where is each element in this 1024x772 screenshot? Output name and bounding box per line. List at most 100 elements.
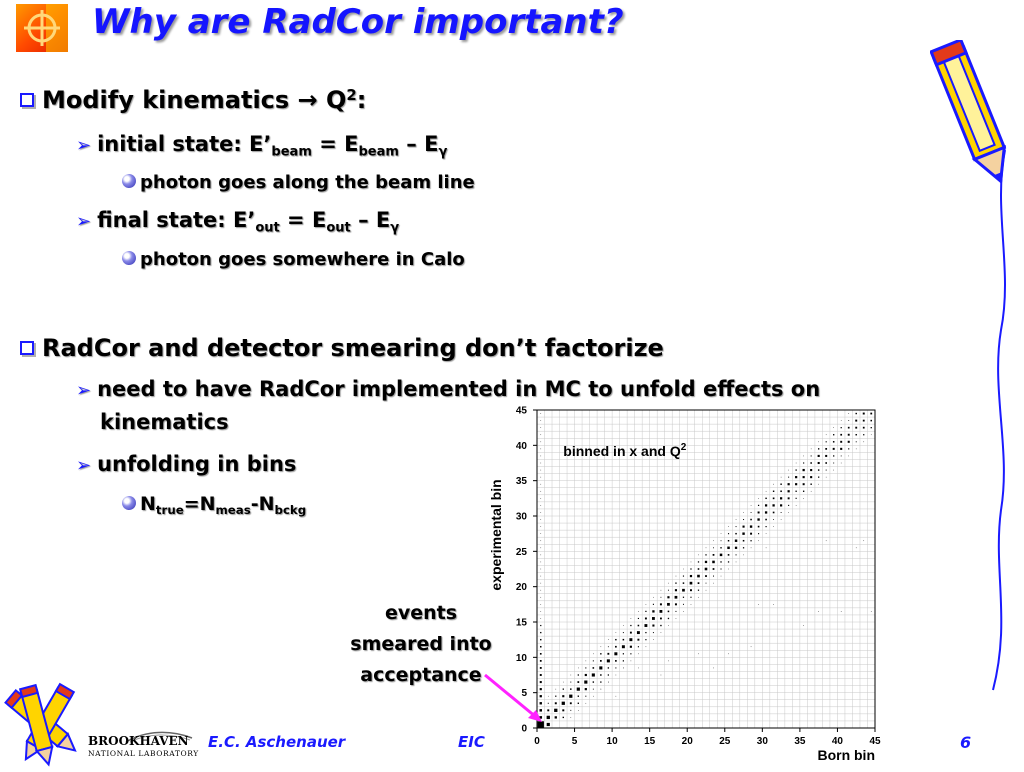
scatter-box	[735, 554, 737, 556]
scatter-box	[825, 469, 827, 471]
scatter-box	[810, 462, 812, 464]
scatter-box	[825, 434, 827, 436]
scatter-box	[833, 427, 834, 428]
scatter-box	[539, 674, 542, 676]
scatter-box	[855, 419, 858, 422]
scatter-box	[539, 681, 542, 684]
scatter-box	[540, 582, 542, 584]
scatter-box	[652, 603, 654, 605]
y-tick-label: 25	[516, 547, 528, 558]
chart-frame	[536, 409, 876, 729]
scatter-box	[584, 688, 587, 691]
scatter-box	[810, 448, 812, 450]
footer-author: E.C. Aschenauer	[208, 733, 346, 751]
scatter-box	[668, 625, 669, 626]
scatter-box	[855, 448, 857, 450]
scatter-box	[537, 721, 544, 728]
swirl-bullet-icon	[122, 174, 136, 188]
scatter-box	[855, 434, 857, 436]
scatter-box	[539, 667, 542, 669]
scatter-box	[675, 618, 677, 619]
scatter-box	[728, 526, 729, 527]
x-tick-label: 40	[832, 736, 844, 747]
scatter-box	[727, 546, 730, 550]
scatter-box	[765, 518, 767, 521]
scatter-box	[765, 547, 767, 549]
scatter-box	[660, 596, 662, 598]
scatter-box	[599, 660, 602, 662]
scatter-box	[683, 568, 684, 570]
scatter-box	[637, 638, 640, 641]
scatter-box	[629, 638, 633, 642]
scatter-box	[622, 660, 624, 662]
scatter-box	[817, 461, 820, 465]
scatter-box	[847, 440, 850, 443]
scatter-box	[607, 667, 610, 669]
bullet-photon-beam-line: photon goes along the beam line	[122, 172, 475, 193]
scatter-box	[660, 589, 662, 591]
scatter-box	[697, 589, 700, 591]
x-tick-label: 35	[794, 736, 806, 747]
scatter-box	[734, 546, 738, 549]
scatter-box	[540, 611, 542, 612]
scatter-box	[803, 498, 804, 499]
scatter-box	[735, 561, 737, 563]
scatter-box	[757, 525, 760, 528]
scatter-box	[758, 498, 759, 499]
scatter-box	[848, 413, 850, 414]
scatter-box	[697, 561, 700, 563]
scatter-box	[585, 667, 587, 669]
scatter-box	[622, 653, 624, 655]
scatter-box	[795, 505, 797, 506]
scatter-box	[833, 462, 835, 464]
scatter-box	[540, 519, 542, 520]
page-number: 6	[960, 733, 972, 752]
scatter-box	[606, 659, 610, 663]
scatter-box	[644, 617, 647, 620]
scatter-box	[659, 610, 663, 613]
scatter-box	[592, 681, 595, 683]
scatter-box	[667, 617, 670, 620]
scatter-box	[554, 702, 557, 705]
scatter-box	[720, 547, 722, 549]
scatter-box	[727, 533, 730, 535]
scatter-box	[750, 646, 752, 648]
scatter-box	[540, 462, 542, 464]
scatter-box	[712, 568, 715, 570]
x-tick-label: 25	[719, 736, 731, 747]
scatter-box	[682, 596, 685, 598]
scatter-box	[870, 419, 873, 422]
scatter-box	[780, 490, 782, 493]
chart-annotation: binned in x and Q2	[563, 442, 686, 459]
scatter-box	[743, 512, 744, 513]
bullet-initial-state: ➢ initial state: E’beam = Ebeam – Eγ	[76, 132, 448, 160]
scatter-box	[637, 624, 640, 627]
scatter-box	[742, 532, 745, 535]
scatter-box	[540, 512, 542, 513]
scatter-box	[585, 660, 587, 662]
scatter-box	[765, 526, 767, 528]
arrow-bullet-icon: ➢	[76, 135, 92, 156]
scatter-box	[757, 504, 760, 507]
scatter-box	[660, 624, 662, 627]
scatter-box	[577, 681, 580, 683]
scatter-box	[546, 722, 550, 727]
scatter-box	[682, 582, 685, 584]
scatter-box	[795, 490, 797, 492]
scatter-box	[735, 532, 737, 535]
scatter-box	[555, 695, 557, 697]
scatter-box	[570, 674, 572, 676]
scatter-box	[615, 660, 617, 662]
scatter-box	[855, 412, 857, 415]
scatter-box	[810, 455, 812, 457]
brookhaven-name: BROOKHAVEN	[88, 734, 189, 748]
scatter-box	[713, 582, 714, 584]
scatter-box	[758, 540, 759, 542]
scatter-box	[674, 603, 677, 606]
scatter-box	[592, 660, 594, 662]
scatter-box	[540, 624, 542, 627]
scatter-box	[690, 561, 692, 563]
scatter-box	[713, 547, 714, 549]
bullet-need-radcor-mc-continuation: kinematics	[100, 410, 229, 434]
scatter-box	[539, 660, 542, 662]
